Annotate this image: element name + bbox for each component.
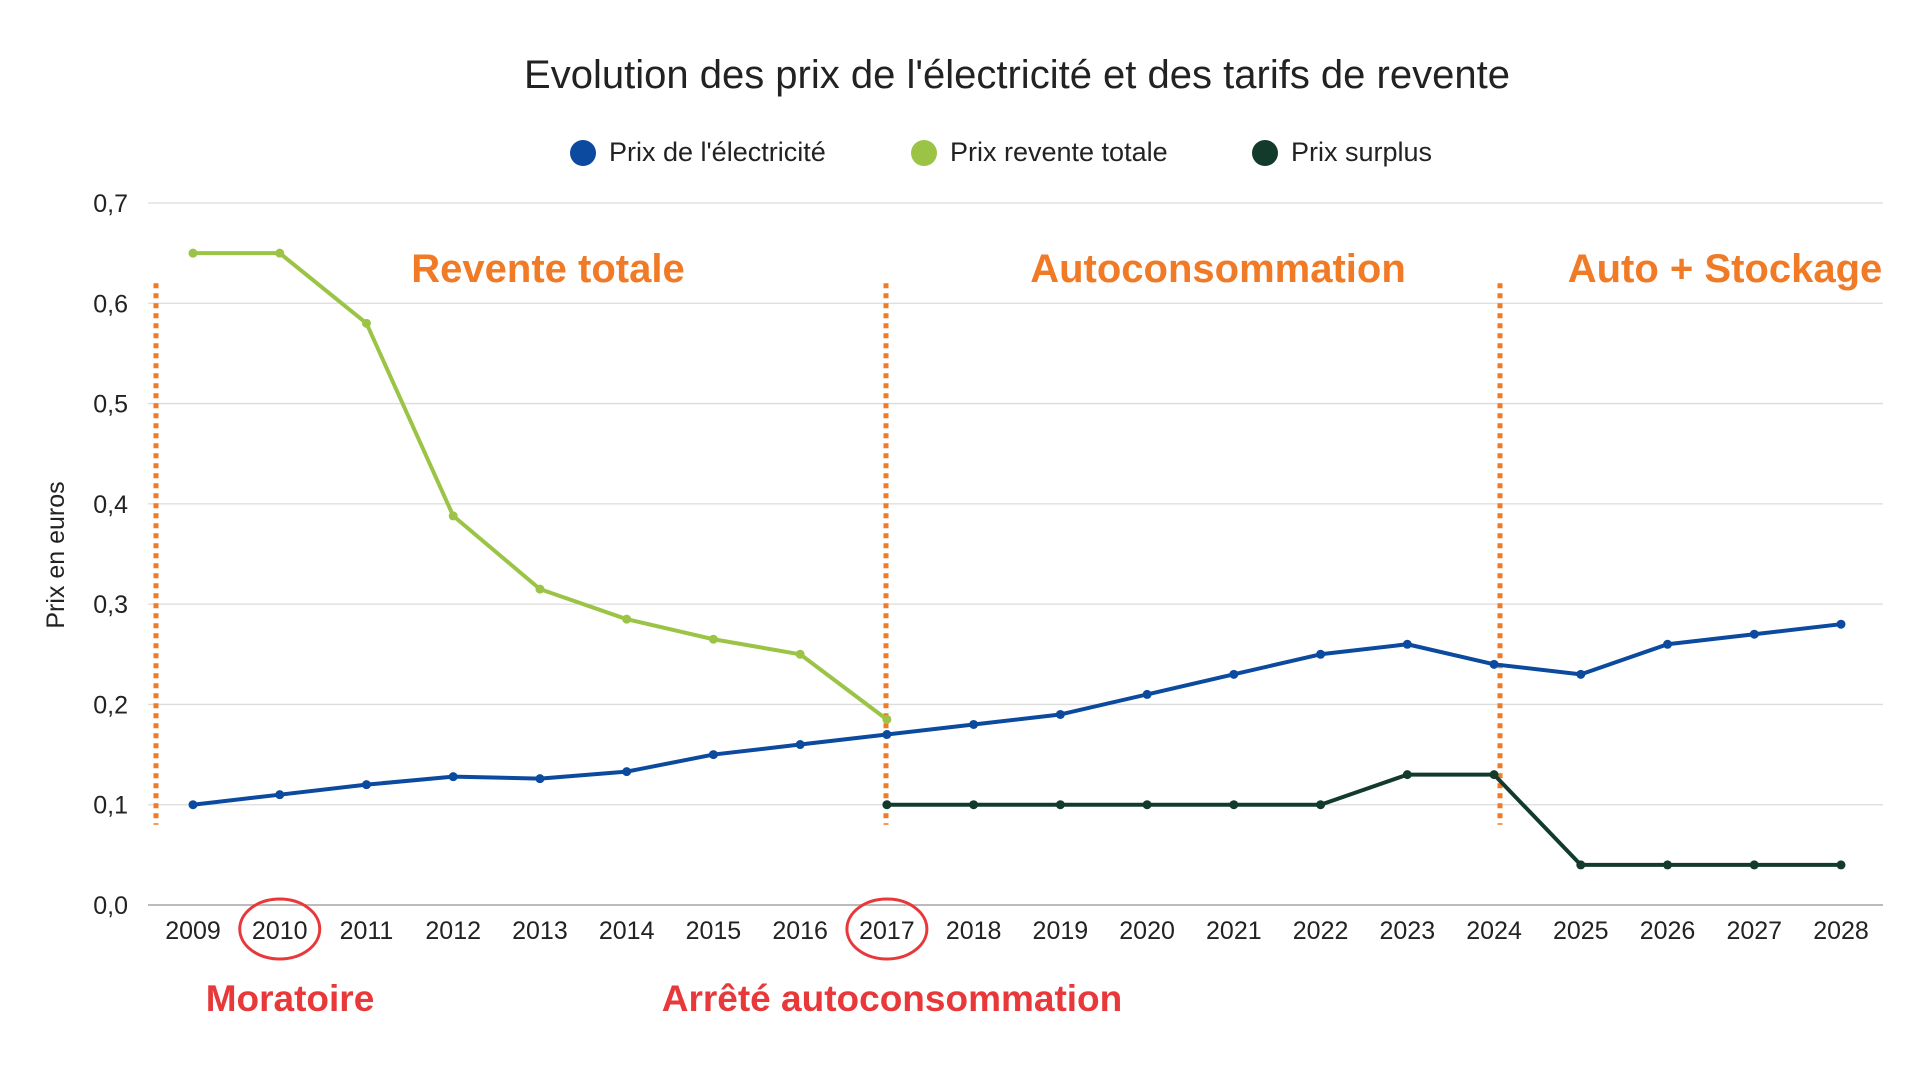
legend-marker-icon: [1252, 140, 1278, 166]
data-point: [969, 800, 979, 810]
data-point: [1402, 770, 1412, 780]
y-axis-ticks: 0,0 0,1 0,2 0,3 0,4 0,5 0,6 0,7: [93, 190, 128, 920]
period-label: Auto + Stockage: [1568, 247, 1883, 291]
event-annotations: Moratoire Arrêté autoconsommation: [206, 897, 1123, 1019]
y-tick-label: 0,0: [93, 892, 128, 920]
data-point: [188, 800, 198, 810]
x-tick-label: 2013: [512, 917, 568, 945]
data-point: [1749, 860, 1759, 870]
x-tick-label: 2015: [686, 917, 742, 945]
data-point: [535, 774, 545, 784]
data-point: [882, 714, 892, 724]
legend-label: Prix revente totale: [950, 137, 1168, 167]
x-tick-label: 2009: [165, 917, 221, 945]
x-tick-label: 2011: [340, 917, 394, 945]
data-point: [361, 318, 371, 328]
event-label: Moratoire: [206, 978, 375, 1019]
highlight-circle: [845, 897, 929, 961]
data-point: [1836, 860, 1846, 870]
data-point: [1055, 800, 1065, 810]
data-point: [795, 649, 805, 659]
data-point: [448, 511, 458, 521]
x-tick-label: 2018: [946, 917, 1002, 945]
data-point: [1576, 669, 1586, 679]
x-tick-label: 2024: [1466, 917, 1522, 945]
legend: Prix de l'électricité Prix revente totale…: [570, 137, 1432, 167]
data-point: [1316, 649, 1326, 659]
data-point: [1055, 709, 1065, 719]
data-point: [1229, 669, 1239, 679]
legend-label: Prix surplus: [1291, 137, 1432, 167]
y-tick-label: 0,2: [93, 691, 128, 719]
x-tick-label: 2028: [1813, 917, 1869, 945]
data-point: [361, 780, 371, 790]
y-tick-label: 0,7: [93, 190, 128, 218]
data-point: [1316, 800, 1326, 810]
data-point: [1142, 689, 1152, 699]
data-point: [1749, 629, 1759, 639]
y-tick-label: 0,3: [93, 591, 128, 619]
data-point: [1663, 860, 1673, 870]
highlight-circle: [238, 897, 322, 961]
x-tick-label: 2022: [1293, 917, 1349, 945]
x-tick-label: 2020: [1119, 917, 1175, 945]
legend-label: Prix de l'électricité: [609, 137, 826, 167]
series-line: [193, 251, 889, 722]
data-point: [1489, 659, 1499, 669]
data-point: [795, 740, 805, 750]
series-line: [192, 622, 1842, 807]
legend-marker-icon: [911, 140, 937, 166]
y-tick-label: 0,6: [93, 290, 128, 318]
x-tick-label: 2010: [252, 917, 308, 945]
x-tick-label: 2027: [1726, 917, 1782, 945]
x-tick-label: 2016: [772, 917, 828, 945]
data-point: [1836, 619, 1846, 629]
data-point: [448, 772, 458, 782]
data-point: [882, 730, 892, 740]
data-point: [708, 750, 718, 760]
x-tick-label: 2021: [1206, 917, 1262, 945]
y-axis-label: Prix en euros: [42, 481, 70, 628]
x-tick-label: 2017: [859, 917, 915, 945]
data-point: [1142, 800, 1152, 810]
y-tick-label: 0,4: [93, 491, 128, 519]
x-tick-label: 2026: [1640, 917, 1696, 945]
series-line: [886, 772, 1841, 867]
chart-title: Evolution des prix de l'électricité et d…: [524, 53, 1510, 97]
x-axis-ticks: 2009 2010 2011 2012 2013 2014 2015 2016 2017 2018…: [165, 917, 1869, 945]
data-point: [1489, 770, 1499, 780]
data-point: [1402, 639, 1412, 649]
data-point: [1576, 860, 1586, 870]
x-tick-label: 2023: [1380, 917, 1436, 945]
data-point: [882, 800, 892, 810]
period-label: Autoconsommation: [1030, 247, 1406, 291]
x-tick-label: 2014: [599, 917, 655, 945]
data-point: [275, 790, 285, 800]
y-tick-label: 0,5: [93, 391, 128, 419]
period-label: Revente totale: [411, 247, 684, 291]
series-lines: [188, 248, 1846, 870]
x-tick-label: 2025: [1553, 917, 1609, 945]
x-tick-label: 2019: [1033, 917, 1089, 945]
legend-marker-icon: [570, 140, 596, 166]
data-point: [622, 767, 632, 777]
data-point: [1229, 800, 1239, 810]
data-point: [969, 719, 979, 729]
data-point: [275, 248, 285, 258]
y-tick-label: 0,1: [93, 792, 128, 820]
period-markers: Revente totale Autoconsommation Auto + Sto…: [153, 247, 1883, 825]
data-point: [708, 634, 718, 644]
data-point: [535, 584, 545, 594]
data-point: [1663, 639, 1673, 649]
x-tick-label: 2012: [425, 917, 481, 945]
data-point: [622, 614, 632, 624]
event-label: Arrêté autoconsommation: [662, 978, 1123, 1019]
gridlines: [148, 202, 1883, 906]
data-point: [188, 248, 198, 258]
